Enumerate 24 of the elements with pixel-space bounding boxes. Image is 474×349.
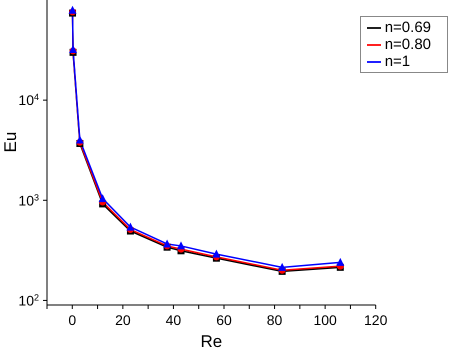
point bbox=[177, 241, 186, 250]
legend-label: n=0.80 bbox=[384, 36, 431, 53]
legend-label: n=1 bbox=[384, 53, 410, 70]
point bbox=[68, 6, 77, 14]
x-tick-label: 20 bbox=[115, 312, 131, 328]
point bbox=[278, 262, 286, 271]
y-tick-label: 10$^{2}$ bbox=[18, 292, 39, 308]
legend-label: n=0.69 bbox=[384, 19, 431, 36]
y-tick-label: 10$^{3}$ bbox=[18, 192, 39, 208]
point bbox=[76, 135, 84, 144]
point bbox=[336, 258, 344, 266]
y-tick-label: 10$^{4}$ bbox=[18, 92, 39, 108]
x-axis-title: Re bbox=[200, 332, 222, 349]
x-tick-label: 100 bbox=[313, 312, 338, 328]
point bbox=[212, 250, 220, 258]
x-tick-label: 60 bbox=[216, 312, 232, 328]
x-tick-label: 80 bbox=[266, 312, 283, 328]
y-axis-title: Eu bbox=[1, 132, 20, 152]
point bbox=[163, 239, 172, 248]
x-tick-label: 40 bbox=[166, 312, 182, 328]
x-tick-label: 120 bbox=[364, 312, 388, 328]
x-tick-label: 0 bbox=[68, 312, 76, 328]
point bbox=[98, 194, 107, 202]
point bbox=[126, 222, 134, 231]
